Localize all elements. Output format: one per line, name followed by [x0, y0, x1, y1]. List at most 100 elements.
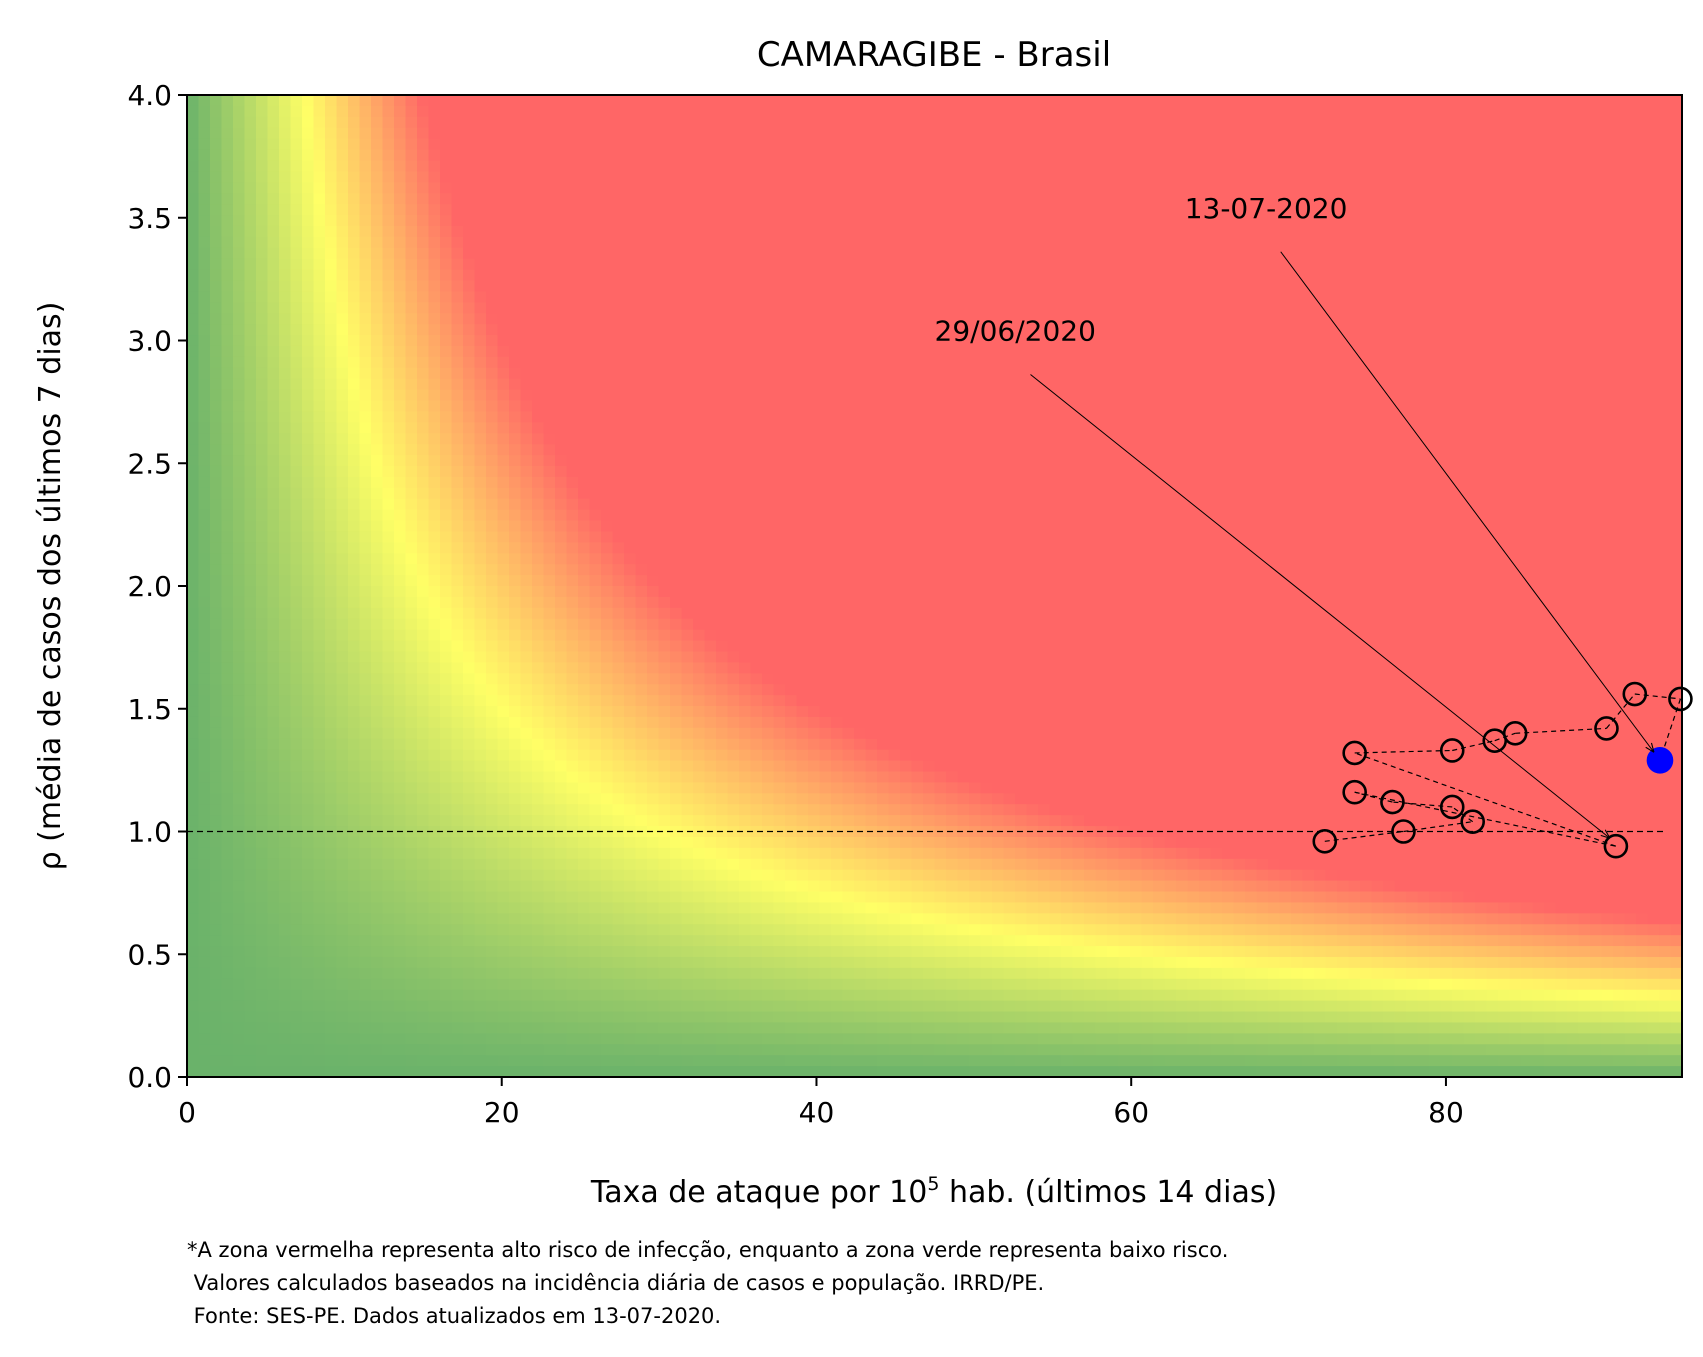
heatmap-cell — [382, 760, 395, 773]
heatmap-cell — [348, 618, 361, 631]
heatmap-cell — [681, 247, 694, 260]
heatmap-cell — [428, 651, 441, 663]
heatmap-cell — [290, 236, 303, 249]
heatmap-cell — [256, 313, 269, 325]
heatmap-cell — [658, 607, 671, 620]
heatmap-cell — [670, 160, 683, 172]
heatmap-cell — [221, 520, 234, 533]
heatmap-cell — [704, 345, 717, 358]
heatmap-cell — [290, 804, 303, 816]
heatmap-cell — [451, 204, 464, 216]
heatmap-cell — [739, 367, 752, 380]
heatmap-cell — [348, 673, 361, 685]
heatmap-cell — [681, 378, 694, 391]
heatmap-cell — [693, 760, 706, 773]
heatmap-cell — [244, 989, 257, 1002]
heatmap-cell — [543, 749, 556, 762]
heatmap-cell — [716, 880, 729, 893]
heatmap-cell — [509, 586, 522, 598]
heatmap-cell — [704, 509, 717, 522]
heatmap-cell — [704, 182, 717, 194]
heatmap-cell — [658, 498, 671, 511]
heatmap-cell — [382, 662, 395, 674]
heatmap-cell — [198, 498, 211, 511]
heatmap-cell — [785, 258, 798, 271]
heatmap-cell — [198, 826, 211, 838]
heatmap-cell — [428, 422, 441, 434]
heatmap-cell — [681, 1044, 694, 1056]
heatmap-cell — [624, 836, 637, 849]
heatmap-cell — [417, 149, 430, 162]
heatmap-cell — [417, 116, 430, 129]
heatmap-cell — [394, 520, 407, 533]
heatmap-cell — [394, 902, 407, 914]
heatmap-cell — [348, 924, 361, 936]
heatmap-cell — [578, 324, 591, 336]
heatmap-cell — [543, 924, 556, 936]
heatmap-cell — [394, 815, 407, 827]
heatmap-cell — [578, 236, 591, 249]
heatmap-cell — [302, 913, 315, 925]
heatmap-cell — [601, 836, 614, 849]
heatmap-cell — [509, 258, 522, 271]
heatmap-cell — [382, 989, 395, 1002]
heatmap-cell — [313, 455, 326, 467]
heatmap-cell — [290, 826, 303, 838]
heatmap-cell — [221, 782, 234, 794]
heatmap-cell — [578, 1033, 591, 1045]
heatmap-cell — [796, 989, 809, 1002]
heatmap-cell — [647, 967, 660, 980]
heatmap-cell — [394, 182, 407, 194]
heatmap-cell — [601, 913, 614, 925]
heatmap-cell — [739, 422, 752, 434]
heatmap-cell — [704, 116, 717, 129]
heatmap-cell — [693, 978, 706, 991]
heatmap-cell — [532, 695, 545, 707]
heatmap-cell — [221, 727, 234, 740]
heatmap-cell — [681, 1000, 694, 1013]
heatmap-cell — [578, 291, 591, 303]
heatmap-cell — [681, 258, 694, 271]
heatmap-cell — [267, 127, 280, 140]
heatmap-cell — [670, 891, 683, 904]
heatmap-cell — [313, 269, 326, 282]
heatmap-cell — [313, 400, 326, 413]
heatmap-cell — [681, 433, 694, 445]
heatmap-cell — [624, 356, 637, 369]
heatmap-cell — [497, 989, 510, 1002]
heatmap-cell — [509, 935, 522, 947]
heatmap-cell — [555, 335, 568, 347]
heatmap-cell — [566, 946, 579, 958]
heatmap-cell — [359, 116, 372, 129]
heatmap-cell — [520, 913, 533, 925]
heatmap-cell — [440, 858, 453, 871]
heatmap-cell — [509, 149, 522, 162]
heatmap-cell — [785, 280, 798, 292]
heatmap-cell — [417, 596, 430, 609]
heatmap-cell — [394, 956, 407, 969]
heatmap-cell — [647, 956, 660, 969]
heatmap-cell — [267, 378, 280, 391]
heatmap-cell — [658, 182, 671, 194]
heatmap-cell — [647, 749, 660, 762]
heatmap-cell — [532, 771, 545, 783]
heatmap-cell — [693, 793, 706, 805]
heatmap-cell — [405, 662, 418, 674]
heatmap-cell — [348, 629, 361, 642]
heatmap-cell — [244, 149, 257, 162]
heatmap-cell — [486, 324, 499, 336]
heatmap-cell — [658, 160, 671, 172]
heatmap-cell — [244, 684, 257, 696]
heatmap-cell — [290, 356, 303, 369]
heatmap-cell — [497, 367, 510, 380]
heatmap-cell — [187, 171, 200, 183]
heatmap-cell — [290, 389, 303, 402]
heatmap-cell — [348, 1011, 361, 1024]
heatmap-cell — [727, 389, 740, 402]
heatmap-cell — [578, 607, 591, 620]
heatmap-cell — [463, 160, 476, 172]
heatmap-cell — [267, 1000, 280, 1013]
heatmap-cell — [785, 1022, 798, 1034]
heatmap-cell — [198, 313, 211, 325]
heatmap-cell — [267, 531, 280, 543]
